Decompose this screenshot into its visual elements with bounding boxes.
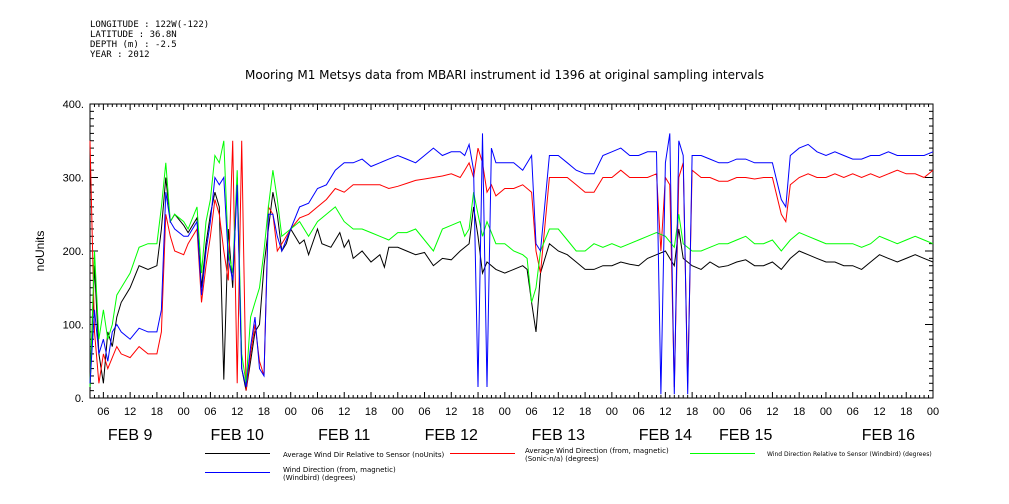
legend-label-series-2: Average Wind Direction (from, magnetic) …: [525, 447, 669, 463]
x-tick-label: 06: [740, 406, 752, 418]
metadata-depth: DEPTH (m) : -2.5: [90, 40, 177, 50]
series-line-2: [89, 140, 934, 391]
chart-title: Mooring M1 Metsys data from MBARI instru…: [245, 68, 764, 82]
legend-swatch-black: [205, 453, 270, 454]
x-tick-label: 18: [686, 406, 698, 418]
x-tick-label: 00: [499, 406, 511, 418]
x-tick-label: 06: [97, 406, 109, 418]
metadata-year: YEAR : 2012: [90, 50, 150, 60]
x-day-label: FEB 13: [532, 427, 585, 444]
legend-swatch-green: [690, 453, 755, 454]
x-tick-label: 00: [606, 406, 618, 418]
x-day-label: FEB 12: [425, 427, 478, 444]
x-tick-label: 18: [258, 406, 270, 418]
x-tick-label: 00: [820, 406, 832, 418]
x-tick-label: 12: [338, 406, 350, 418]
x-tick-label: 06: [418, 406, 430, 418]
y-tick-label: 100.: [63, 320, 84, 332]
x-tick-label: 18: [579, 406, 591, 418]
series-line-1: [89, 177, 934, 391]
legend-swatch-blue: [205, 472, 270, 473]
x-tick-label: 12: [766, 406, 778, 418]
x-tick-label: 00: [178, 406, 190, 418]
x-day-label: FEB 16: [862, 427, 915, 444]
y-tick-label: 300.: [63, 173, 84, 185]
x-tick-label: 12: [445, 406, 457, 418]
x-tick-label: 06: [311, 406, 323, 418]
x-day-label: FEB 10: [211, 427, 264, 444]
x-tick-label: 06: [525, 406, 537, 418]
x-tick-label: 12: [124, 406, 136, 418]
x-tick-label: 00: [713, 406, 725, 418]
metadata-longitude: LONGITUDE : 122W(-122): [90, 20, 210, 30]
x-tick-label: 06: [632, 406, 644, 418]
x-tick-label: 00: [927, 406, 939, 418]
y-tick-label: 0.: [75, 393, 84, 405]
x-tick-label: 18: [151, 406, 163, 418]
x-tick-label: 18: [472, 406, 484, 418]
series-line-4: [89, 133, 934, 395]
x-day-label: FEB 15: [719, 427, 772, 444]
metadata-header: LONGITUDE : 122W(-122) LATITUDE : 36.8N …: [90, 20, 209, 60]
x-day-label: FEB 14: [639, 427, 692, 444]
x-day-label: FEB 9: [108, 427, 153, 444]
x-day-label: FEB 11: [318, 427, 370, 444]
x-tick-label: 00: [392, 406, 404, 418]
x-tick-label: 12: [659, 406, 671, 418]
x-tick-label: 12: [873, 406, 885, 418]
legend-label-series-1: Average Wind Dir Relative to Sensor (noU…: [283, 451, 445, 459]
legend-label-series-4: Wind Direction (from, magnetic) (Windbir…: [283, 466, 396, 482]
y-axis-label: noUnits: [33, 231, 47, 272]
x-tick-label: 06: [204, 406, 216, 418]
x-tick-label: 12: [231, 406, 243, 418]
metadata-latitude: LATITUDE : 36.8N: [90, 30, 177, 40]
x-tick-label: 18: [365, 406, 377, 418]
x-tick-label: 00: [285, 406, 297, 418]
plot-frame: [89, 103, 934, 399]
legend-swatch-red: [450, 453, 515, 454]
series-line-3: [89, 140, 934, 388]
x-tick-label: 12: [552, 406, 564, 418]
x-tick-label: 18: [793, 406, 805, 418]
x-tick-label: 06: [847, 406, 859, 418]
legend-label-series-3: Wind Direction Relative to Sensor (Windb…: [767, 451, 932, 458]
y-tick-label: 400.: [63, 99, 84, 111]
x-tick-label: 18: [900, 406, 912, 418]
y-tick-label: 200.: [63, 246, 84, 258]
